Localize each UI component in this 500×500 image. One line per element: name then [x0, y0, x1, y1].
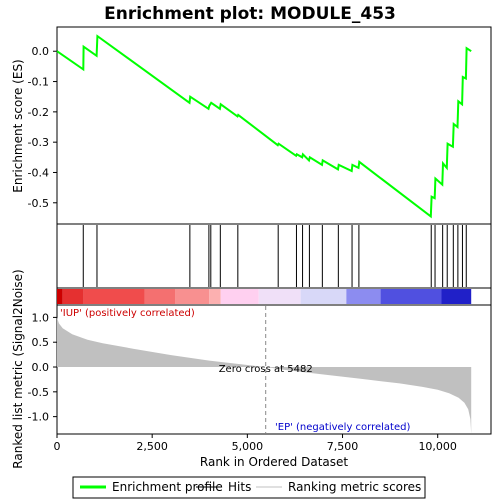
heatmap-segment: [300, 289, 347, 304]
enrichment-frame: [56, 26, 492, 225]
x-tick-label: 10,000: [418, 440, 457, 453]
positive-correlation-label: 'IUP' (positively correlated): [60, 308, 195, 319]
metric-y-tick-label: -1.0: [28, 411, 49, 424]
negative-correlation-label: 'EP' (negatively correlated): [275, 422, 410, 433]
heatmap-segment: [220, 289, 259, 304]
x-tick-label: 2,500: [136, 440, 168, 453]
legend-label: Hits: [228, 480, 251, 494]
enrichment-panel: 0.0 -0.1 -0.2 -0.3 -0.4 -0.5: [28, 26, 492, 225]
ranked-metric-panel: 1.0 0.5 0.0 -0.5 -1.0 0 2,500 5,000 7,500 10,000…: [28, 304, 492, 453]
legend-label: Ranking metric scores: [288, 480, 421, 494]
heatmap-segment: [441, 289, 472, 304]
zero-cross-label: Zero cross at 5482: [219, 364, 313, 375]
metric-y-label: Ranked list metric (Signal2Noise): [11, 269, 25, 468]
es-y-tick-label: -0.3: [28, 136, 49, 149]
x-axis: 0 2,500 5,000 7,500 10,000: [54, 434, 457, 453]
chart-title: Enrichment plot: MODULE_453: [104, 4, 396, 24]
heatmap-segment: [175, 289, 210, 304]
rank-heatmap-panel: [56, 287, 492, 306]
x-axis-label: Rank in Ordered Dataset: [200, 455, 348, 469]
heatmap-segment: [346, 289, 381, 304]
es-y-tick-label: -0.4: [28, 166, 49, 179]
es-y-label: Enrichment score (ES): [11, 59, 25, 192]
es-y-tick-label: -0.2: [28, 106, 49, 119]
heatmap-segment: [258, 289, 301, 304]
ranking-metric-area: [57, 317, 472, 434]
es-y-tick-label: -0.5: [28, 197, 49, 210]
heatmap-segment: [144, 289, 176, 304]
enrichment-profile-line: [56, 34, 472, 219]
hits-frame: [56, 223, 492, 289]
legend-frame: [72, 476, 426, 499]
metric-y-tick-label: 0.5: [32, 336, 50, 349]
legend-items: Enrichment profile Hits Ranking metric sco…: [80, 480, 421, 494]
hits-panel: [56, 223, 492, 289]
es-y-tick-label: 0.0: [32, 45, 50, 58]
es-y-tick-label: -0.1: [28, 76, 49, 89]
heatmap-segment: [57, 289, 63, 304]
es-y-axis: 0.0 -0.1 -0.2 -0.3 -0.4 -0.5: [28, 45, 57, 210]
heatmap-segment: [209, 289, 221, 304]
legend-label: Enrichment profile: [112, 480, 223, 494]
metric-y-tick-label: 0.0: [32, 361, 50, 374]
metric-y-axis: 1.0 0.5 0.0 -0.5 -1.0: [28, 311, 57, 424]
heatmap-segment: [62, 289, 84, 304]
heatmap-segment: [380, 289, 442, 304]
legend: Enrichment profile Hits Ranking metric sco…: [72, 476, 426, 499]
x-tick-label: 7,500: [327, 440, 359, 453]
metric-y-tick-label: -0.5: [28, 386, 49, 399]
heatmap-segments: [57, 289, 472, 304]
heatmap-segment: [83, 289, 145, 304]
x-tick-label: 5,000: [232, 440, 264, 453]
hit-markers: [82, 225, 467, 287]
x-tick-label: 0: [54, 440, 61, 453]
metric-y-tick-label: 1.0: [32, 311, 50, 324]
